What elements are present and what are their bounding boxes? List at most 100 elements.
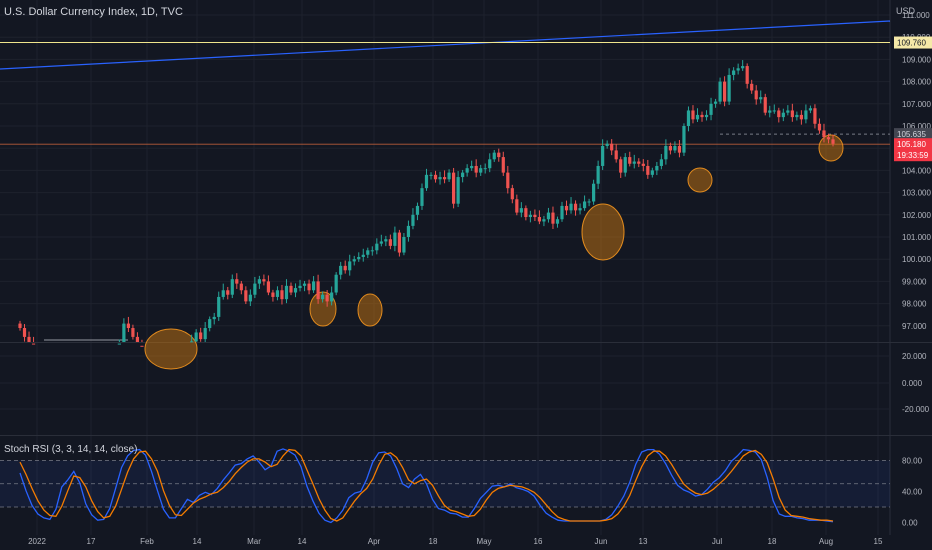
candle-body [592, 183, 596, 202]
candle-body [524, 208, 528, 218]
x-tick-label: Jun [595, 537, 608, 546]
stoch-tick-label: 80.00 [902, 457, 923, 466]
candle-body [799, 114, 803, 120]
candle-body [772, 110, 776, 112]
candle-body [601, 145, 605, 166]
x-tick-label: 13 [639, 537, 648, 546]
highlight-circle [144, 328, 198, 370]
candle-body [637, 161, 641, 164]
x-tick-label: 15 [874, 537, 883, 546]
candle-body [248, 294, 252, 302]
candle-body [497, 152, 501, 158]
candle-body [650, 170, 654, 175]
candle-body [126, 323, 130, 329]
candle-body [284, 285, 289, 300]
candle-body [727, 74, 731, 102]
candle-body [564, 205, 569, 211]
candle-body [226, 290, 230, 295]
candle-body [307, 283, 311, 291]
candle-body [357, 256, 361, 260]
price-tick-label: 111.000 [902, 11, 930, 20]
candle-body [813, 108, 817, 124]
osc-tick-label: 0.000 [902, 379, 923, 388]
candle-body [239, 283, 243, 291]
candles [18, 60, 835, 347]
price-tick-label: 102.000 [902, 211, 931, 220]
stoch-series-d [19, 448, 834, 522]
candle-body [677, 145, 682, 153]
candle-body [257, 279, 261, 284]
candle-body [452, 172, 456, 204]
x-tick-label: 2022 [28, 537, 46, 546]
candle-body [704, 114, 709, 118]
candle-body [244, 290, 248, 302]
candle-body [569, 203, 573, 211]
candle-body [302, 283, 307, 286]
candle-body [610, 143, 614, 151]
candle-body [230, 279, 234, 295]
candle-body [203, 328, 207, 340]
candle-body [420, 188, 424, 206]
price-tick-label: 103.000 [902, 189, 931, 198]
x-tick-label: 16 [534, 537, 543, 546]
candle-body [551, 212, 555, 224]
candle-body [311, 281, 316, 291]
trend-line [0, 20, 891, 70]
candle-body [117, 343, 121, 345]
candle-body [632, 161, 636, 164]
candle-body [27, 336, 31, 342]
candle-body [438, 177, 442, 180]
x-tick-label: Apr [368, 537, 381, 546]
candle-body [506, 172, 510, 189]
candle-body [741, 66, 745, 69]
candle-body [596, 165, 600, 184]
candle-body [411, 214, 415, 226]
candle-body [781, 112, 785, 118]
candle-body [619, 159, 623, 173]
drawing-overlays [0, 20, 891, 370]
highlight-circle [687, 167, 713, 193]
candle-body [429, 174, 433, 176]
osc-tick-label: 20.000 [902, 352, 927, 361]
candle-body [623, 157, 627, 173]
candle-body [366, 250, 370, 255]
chart-title: U.S. Dollar Currency Index, 1D, TVC [4, 6, 183, 18]
candle-body [122, 323, 126, 342]
candle-body [31, 343, 36, 345]
x-tick-label: Jul [712, 537, 722, 546]
candle-body [339, 265, 343, 275]
candle-body [533, 214, 537, 218]
resistance-price-tag [894, 36, 932, 49]
highlight-circle [581, 203, 625, 261]
candle-body [732, 70, 736, 75]
candle-body [447, 172, 451, 180]
candle-body [22, 328, 27, 337]
candle-body [515, 199, 519, 213]
candle-body [208, 319, 212, 329]
candle-body [804, 110, 808, 120]
candle-body [546, 212, 551, 220]
candle-body [343, 265, 347, 271]
candle-body [330, 292, 334, 302]
candle-body [659, 159, 663, 166]
candle-body [826, 137, 831, 140]
candle-body [750, 83, 754, 91]
candle-body [817, 123, 822, 131]
candle-body [605, 143, 609, 146]
candle-body [582, 201, 587, 209]
candle-body [745, 66, 749, 84]
last-price-tag [894, 138, 932, 162]
candle-body [266, 281, 271, 293]
candle-body [415, 205, 420, 215]
candle-body [736, 68, 740, 71]
stoch-rsi-lines [0, 448, 890, 524]
dashed-price-tag [894, 128, 932, 141]
candle-body [777, 110, 781, 118]
candle-body [695, 114, 700, 120]
candle-body [718, 81, 722, 102]
dashed-price-label: 105.635 [897, 130, 926, 139]
candle-body [668, 145, 672, 151]
highlight-circle [357, 293, 383, 327]
candle-body [786, 110, 790, 113]
